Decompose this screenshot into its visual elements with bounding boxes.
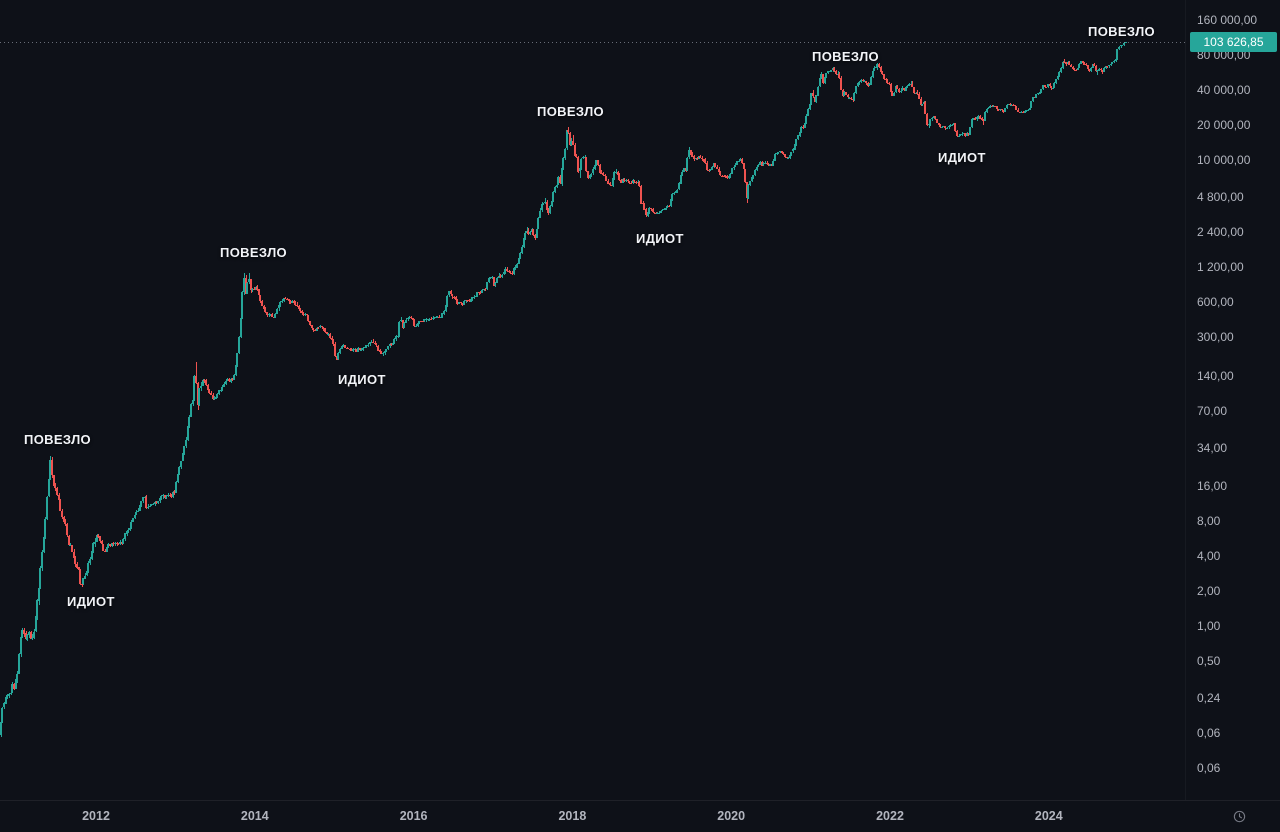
price-axis-label: 0,06: [1197, 725, 1221, 740]
price-axis-label: 16,00: [1197, 478, 1228, 493]
price-axis-label: 1,00: [1197, 618, 1221, 633]
price-axis-label: 1 200,00: [1197, 260, 1244, 275]
timezone-clock-icon[interactable]: [1233, 810, 1246, 823]
time-axis-label: 2018: [558, 809, 587, 823]
price-axis-label: 10 000,00: [1197, 153, 1251, 168]
time-axis-label: 2014: [240, 809, 269, 823]
price-axis-label: 0,50: [1197, 653, 1221, 668]
last-price-badge: 103 626,85: [1190, 31, 1277, 52]
price-axis-label: 0,24: [1197, 690, 1221, 705]
time-axis[interactable]: 2012 2014 2016 2018 2020 2022 2024: [0, 800, 1280, 832]
price-axis-label: 2 400,00: [1197, 225, 1244, 240]
chart-annotation[interactable]: ПОВЕЗЛО: [812, 49, 880, 64]
price-axis-label: 4,00: [1197, 548, 1221, 563]
price-axis-label: 34,00: [1197, 440, 1228, 455]
price-axis-label: 70,00: [1197, 403, 1228, 418]
chart-annotation[interactable]: ИДИОТ: [938, 150, 986, 165]
candlestick-canvas[interactable]: [0, 0, 1185, 800]
price-axis-label: 160 000,00: [1197, 13, 1258, 27]
price-axis[interactable]: 160 000,00 80 000,00 40 000,00 20 000,00 10 …: [1185, 0, 1280, 800]
price-axis-label: 40 000,00: [1197, 83, 1251, 98]
time-axis-label: 2016: [399, 809, 428, 823]
chart-annotations-layer: ПОВЕЗЛО ИДИОТ ПОВЕЗЛО ИДИОТ ПОВЕЗЛО ИДИОТ ПОВЕ…: [24, 24, 1156, 609]
chart-annotation[interactable]: ПОВЕЗЛО: [537, 104, 605, 119]
chart-annotation[interactable]: ПОВЕЗЛО: [24, 432, 92, 447]
time-axis-label: 2020: [717, 809, 746, 823]
chart-pane[interactable]: ПОВЕЗЛО ИДИОТ ПОВЕЗЛО ИДИОТ ПОВЕЗЛО ИДИОТ ПОВЕ…: [0, 0, 1185, 800]
chart-annotation[interactable]: ПОВЕЗЛО: [220, 245, 288, 260]
price-axis-label: 300,00: [1197, 330, 1234, 345]
price-axis-label: 600,00: [1197, 295, 1234, 310]
price-axis-label: 2,00: [1197, 583, 1221, 598]
time-axis-label: 2012: [82, 809, 110, 823]
time-axis-label: 2024: [1034, 809, 1063, 823]
price-axis-label: 140,00: [1197, 368, 1234, 383]
price-axis-label: 0,06: [1197, 761, 1221, 775]
price-axis-label: 4 800,00: [1197, 190, 1244, 205]
chart-annotation[interactable]: ИДИОТ: [67, 594, 115, 609]
price-axis-label: 20 000,00: [1197, 118, 1251, 133]
chart-annotation[interactable]: ПОВЕЗЛО: [1088, 24, 1156, 39]
chart-annotation[interactable]: ИДИОТ: [636, 231, 684, 246]
chart-annotation[interactable]: ИДИОТ: [338, 372, 386, 387]
price-axis-label: 8,00: [1197, 513, 1221, 528]
time-axis-label: 2022: [876, 809, 904, 823]
